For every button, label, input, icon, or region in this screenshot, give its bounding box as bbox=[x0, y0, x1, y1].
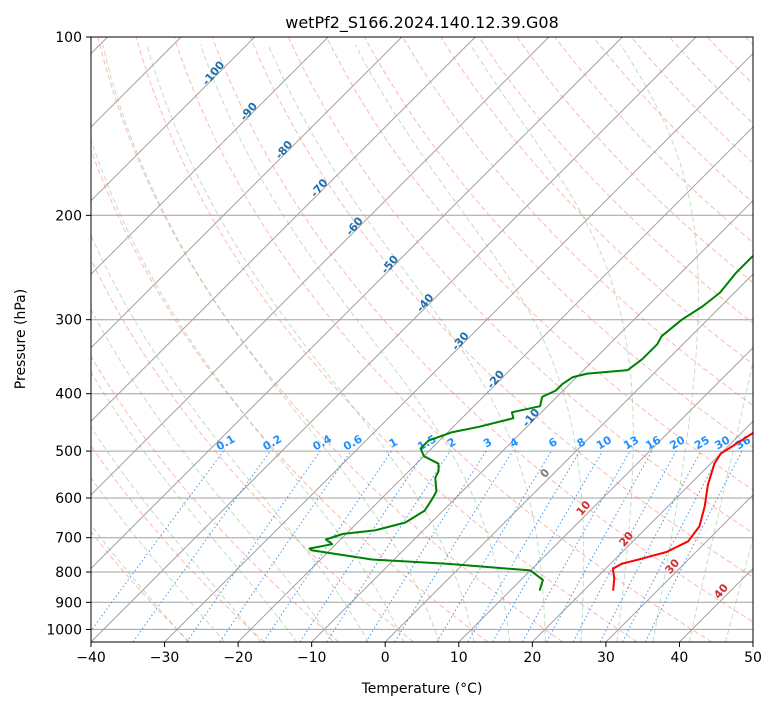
dry-adiabat-line bbox=[364, 37, 753, 449]
chart-title: wetPf2_S166.2024.140.12.39.G08 bbox=[285, 13, 559, 33]
y-tick-label: 200 bbox=[55, 208, 82, 224]
plot-frame bbox=[90, 36, 754, 643]
dry-adiabat-line bbox=[91, 258, 414, 642]
isotherm-line bbox=[458, 347, 753, 642]
isotherm-line bbox=[605, 494, 753, 642]
x-tick-label: −10 bbox=[297, 650, 327, 666]
x-tick-label: 10 bbox=[450, 650, 468, 666]
mixing-ratio-line bbox=[522, 450, 631, 642]
dewpoint-profile-line bbox=[308, 254, 753, 591]
dry-adiabat-line bbox=[440, 37, 753, 365]
moist-adiabat-line bbox=[469, 44, 634, 642]
dry-adiabat-line bbox=[91, 530, 191, 642]
dry-adiabat-line bbox=[97, 37, 563, 642]
dry-adiabat-line bbox=[326, 37, 753, 491]
y-tick-label: 900 bbox=[55, 595, 82, 611]
x-axis-label: Temperature (°C) bbox=[361, 681, 483, 697]
mixing-ratio-line bbox=[467, 450, 581, 642]
isotherm-line bbox=[91, 37, 403, 349]
y-tick-label: 700 bbox=[55, 531, 82, 547]
y-tick-label: 600 bbox=[55, 491, 82, 507]
y-tick-label: 800 bbox=[55, 565, 82, 581]
isotherm-line bbox=[384, 273, 753, 642]
isotherm-line bbox=[164, 52, 753, 642]
isotherm-line bbox=[531, 420, 753, 642]
isotherm-line bbox=[91, 37, 550, 496]
temperature-profile-line bbox=[611, 431, 753, 591]
dry-adiabat-line bbox=[478, 37, 753, 324]
moist-adiabat-line bbox=[267, 44, 546, 642]
dry-adiabat-line bbox=[402, 37, 753, 407]
dry-adiabat-line bbox=[516, 37, 753, 284]
moist-adiabat-line bbox=[146, 44, 475, 642]
mixing-ratio-line bbox=[492, 450, 604, 642]
dry-adiabat-line bbox=[287, 37, 753, 534]
isotherm-line bbox=[91, 37, 476, 423]
mixing-ratio-line bbox=[132, 450, 271, 642]
dry-adiabat-line bbox=[135, 37, 638, 642]
mixing-ratio-line bbox=[326, 450, 451, 642]
moist-adiabat-line bbox=[91, 426, 262, 642]
mixing-ratio-line bbox=[546, 450, 653, 642]
moist-adiabat-line bbox=[688, 358, 753, 642]
dry-adiabat-line bbox=[91, 148, 489, 642]
mixing-ratio-line bbox=[219, 450, 352, 642]
x-tick-label: 50 bbox=[744, 650, 762, 666]
isotherm-line bbox=[91, 37, 697, 642]
isotherm-line bbox=[91, 37, 329, 275]
x-tick-label: −20 bbox=[223, 650, 253, 666]
x-tick-label: 40 bbox=[671, 650, 689, 666]
y-tick-label: 300 bbox=[55, 313, 82, 329]
moist-adiabat-line bbox=[200, 44, 511, 642]
mixing-ratio-line bbox=[365, 450, 487, 642]
moist-adiabat-line bbox=[725, 536, 753, 642]
y-axis-ticks: 100 200 300 400 500 600 700 800 900 1000 bbox=[46, 30, 91, 638]
mixing-ratio-line bbox=[436, 450, 552, 642]
mixing-ratio-line bbox=[394, 450, 514, 642]
y-tick-label: 1000 bbox=[46, 622, 82, 638]
isotherm-line bbox=[91, 37, 256, 202]
y-tick-label: 100 bbox=[55, 30, 82, 46]
profile-series bbox=[308, 254, 753, 591]
plot-background-lines bbox=[91, 37, 753, 642]
mixing-ratio-line bbox=[572, 450, 677, 642]
y-axis-label: Pressure (hPa) bbox=[13, 289, 29, 389]
dry-adiabat-line bbox=[211, 37, 753, 623]
isotherm-line bbox=[237, 126, 753, 642]
x-tick-label: 20 bbox=[523, 650, 541, 666]
moist-adiabat-line bbox=[91, 234, 369, 642]
isotherm-line bbox=[91, 37, 623, 570]
y-tick-label: 400 bbox=[55, 387, 82, 403]
moist-adiabat-line bbox=[620, 44, 699, 642]
x-tick-label: 0 bbox=[381, 650, 390, 666]
x-tick-label: 30 bbox=[597, 650, 615, 666]
x-tick-label: −40 bbox=[76, 650, 106, 666]
x-axis-ticks: −40 −30 −20 −10 0 10 20 30 40 50 bbox=[76, 642, 762, 666]
dry-adiabat-line bbox=[592, 37, 753, 204]
x-tick-label: −30 bbox=[150, 650, 180, 666]
y-tick-label: 500 bbox=[55, 444, 82, 460]
mixing-ratio-line bbox=[186, 450, 321, 642]
moist-adiabat-line bbox=[91, 308, 334, 642]
moist-adiabat-line bbox=[102, 44, 440, 642]
dry-adiabat-line bbox=[91, 355, 340, 642]
dry-adiabat-line bbox=[173, 37, 713, 642]
dry-adiabat-line bbox=[249, 37, 753, 578]
moist-adiabat-line bbox=[91, 138, 405, 642]
